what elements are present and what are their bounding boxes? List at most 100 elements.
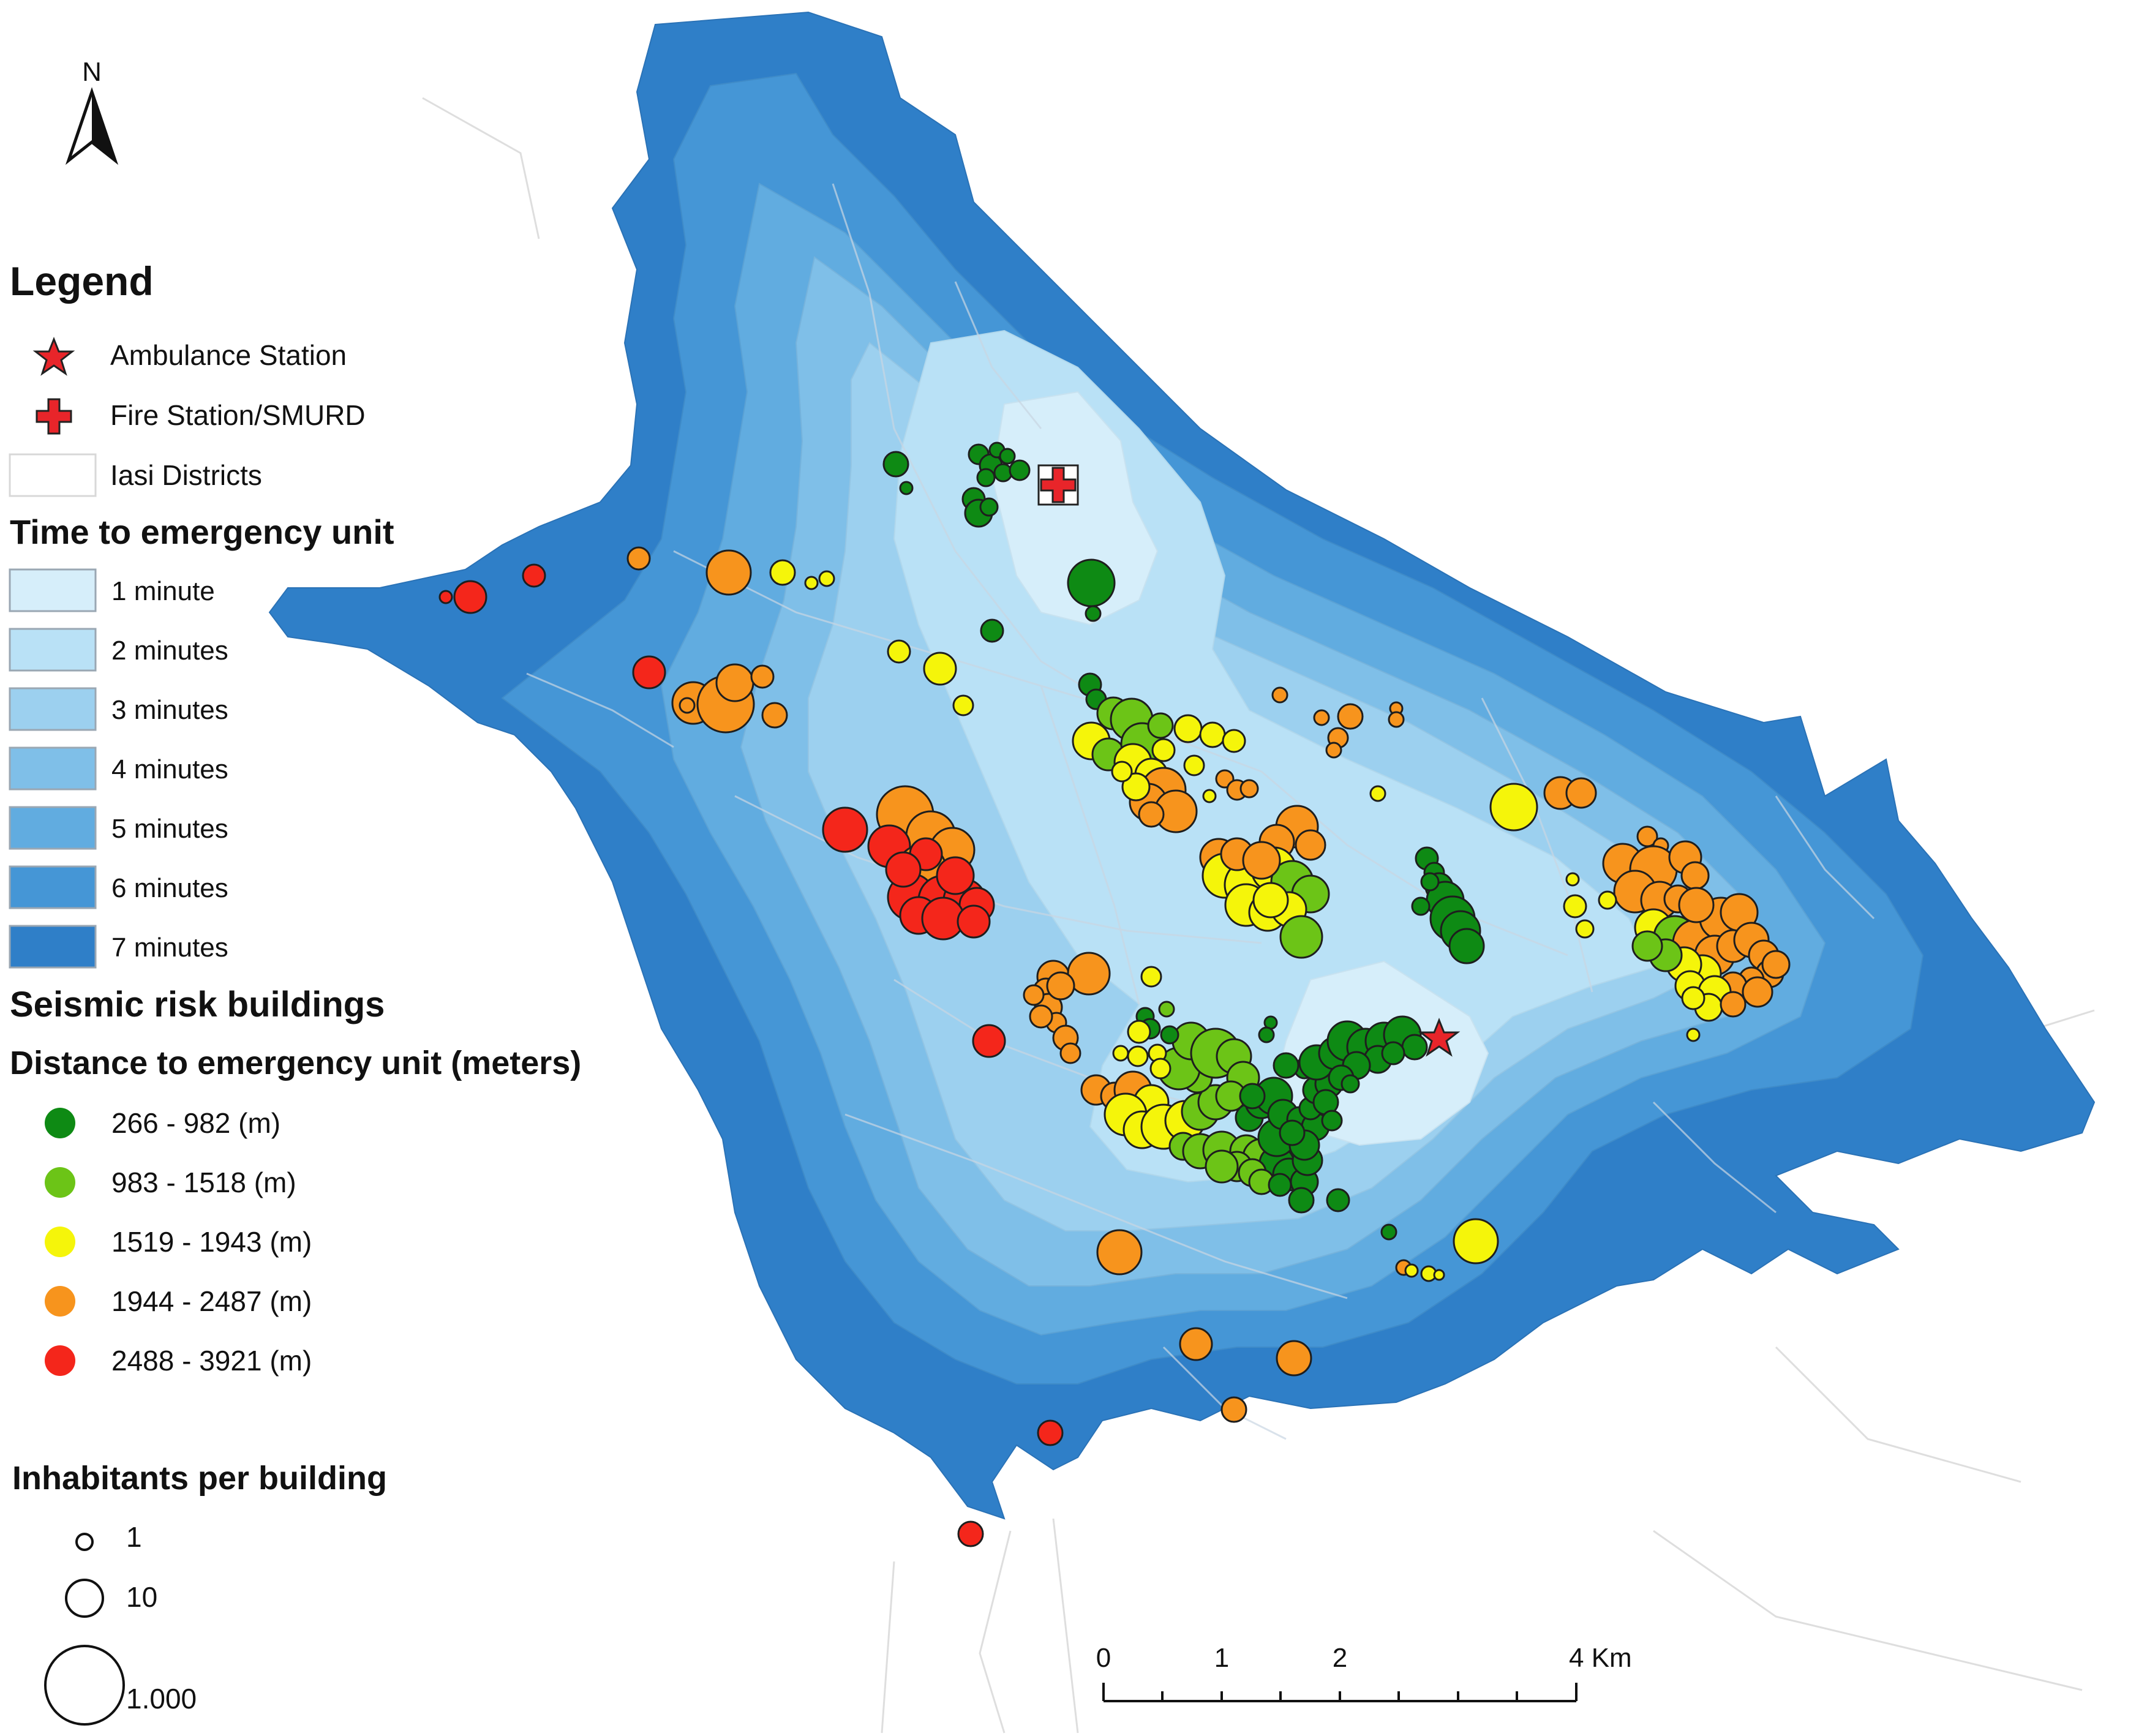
scale-label-4km: 4 Km <box>1569 1643 1632 1673</box>
building-point <box>1242 841 1281 880</box>
building-point <box>1686 1028 1701 1042</box>
time-class-1: 1 minute <box>9 568 215 612</box>
time-class-7: 7 minutes <box>9 925 228 969</box>
legend: Legend Ambulance Station Fire Station/SM… <box>9 258 581 1726</box>
time-label: 2 minutes <box>111 636 228 666</box>
building-point <box>1401 1034 1428 1061</box>
building-point <box>1563 894 1587 919</box>
building-point <box>804 576 819 590</box>
building-point <box>1341 1074 1360 1094</box>
scale-bar: 0 1 2 4 Km <box>1096 1643 1632 1702</box>
building-point <box>1183 754 1205 776</box>
legend-label-ambulance: Ambulance Station <box>110 339 347 371</box>
distance-class-2: 983 - 1518 (m) <box>45 1167 296 1198</box>
seismic-risk-buildings <box>438 442 1791 1547</box>
building-point <box>1448 928 1485 964</box>
building-point <box>1252 882 1289 919</box>
building-point <box>1326 1188 1350 1212</box>
distance-dot <box>45 1227 75 1257</box>
scale-label-2: 2 <box>1333 1643 1347 1673</box>
time-label: 7 minutes <box>111 933 228 963</box>
district-outline-icon <box>9 453 97 497</box>
building-point <box>1202 789 1217 803</box>
building-point <box>761 702 788 729</box>
building-point <box>1151 738 1176 762</box>
building-point <box>1239 1083 1266 1110</box>
iasi-districts <box>526 183 1875 1440</box>
building-point <box>999 448 1016 465</box>
building-point <box>1273 1052 1299 1079</box>
building-point <box>1489 783 1538 832</box>
building-point <box>1173 714 1203 743</box>
time-class-4: 4 minutes <box>9 746 228 791</box>
building-point <box>1160 1025 1179 1045</box>
building-point <box>438 590 453 604</box>
distance-dot <box>45 1108 75 1138</box>
time-label: 5 minutes <box>111 814 228 844</box>
size-10-label: 10 <box>126 1581 157 1613</box>
building-point <box>1680 861 1710 890</box>
building-point <box>1631 930 1663 962</box>
building-point <box>453 580 487 614</box>
time-label: 1 minute <box>111 576 215 606</box>
building-point <box>1179 1327 1213 1361</box>
distance-dot <box>45 1345 75 1376</box>
distance-heading: Distance to emergency unit (meters) <box>10 1045 581 1081</box>
building-point <box>1388 711 1405 728</box>
distance-label: 2488 - 3921 (m) <box>111 1345 312 1377</box>
building-point <box>976 468 996 487</box>
building-point <box>1453 1218 1499 1264</box>
building-point <box>1681 986 1705 1010</box>
building-point <box>750 664 775 689</box>
size-1000-label: 1.000 <box>126 1683 197 1715</box>
building-point <box>1149 1058 1171 1080</box>
size-1000-circle <box>44 1645 125 1726</box>
time-class-2: 2 minutes <box>9 628 228 672</box>
building-point <box>887 639 911 664</box>
building-point <box>979 497 999 517</box>
legend-item-ambulance: Ambulance Station <box>32 336 347 376</box>
distance-label: 1519 - 1943 (m) <box>111 1226 312 1258</box>
time-swatch <box>9 687 97 731</box>
building-point <box>1565 872 1580 887</box>
building-point <box>769 559 796 586</box>
building-point <box>899 481 914 495</box>
size-1-label: 1 <box>126 1521 142 1553</box>
distance-dot <box>45 1286 75 1317</box>
legend-item-districts: Iasi Districts <box>9 453 262 497</box>
seismic-heading: Seismic risk buildings <box>10 985 385 1024</box>
building-point <box>1420 872 1440 892</box>
time-legend: 1 minute 2 minutes 3 minutes 4 minutes 5 min… <box>9 568 228 969</box>
building-point <box>1742 976 1773 1008</box>
time-swatch <box>9 746 97 791</box>
building-point <box>1111 761 1133 783</box>
fire-station-marker <box>1037 464 1079 506</box>
building-point <box>1271 686 1288 704</box>
building-point <box>1046 971 1075 1001</box>
building-point <box>952 694 974 716</box>
legend-title: Legend <box>10 258 154 304</box>
distance-class-5: 2488 - 3921 (m) <box>45 1345 312 1377</box>
building-point <box>1565 777 1597 809</box>
building-point <box>980 618 1004 643</box>
time-class-6: 6 minutes <box>9 865 228 909</box>
building-point <box>1404 1263 1419 1278</box>
north-label: N <box>82 57 102 87</box>
building-point <box>705 549 752 596</box>
time-swatch <box>9 568 97 612</box>
building-point <box>1295 829 1326 861</box>
distance-legend: 266 - 982 (m) 983 - 1518 (m) 1519 - 1943 (… <box>45 1107 312 1377</box>
building-point <box>522 563 546 588</box>
north-arrow: N <box>65 57 119 165</box>
building-point <box>1268 1173 1292 1197</box>
inhabitants-legend: 1 10 1.000 <box>44 1521 197 1726</box>
distance-label: 266 - 982 (m) <box>111 1107 280 1139</box>
time-swatch <box>9 925 97 969</box>
building-point <box>1096 1229 1143 1276</box>
ambulance-station-marker <box>1418 1017 1461 1057</box>
time-heading: Time to emergency unit <box>10 513 394 551</box>
building-point <box>1127 1045 1149 1067</box>
legend-label-districts: Iasi Districts <box>110 459 262 491</box>
building-point <box>1127 1020 1151 1044</box>
